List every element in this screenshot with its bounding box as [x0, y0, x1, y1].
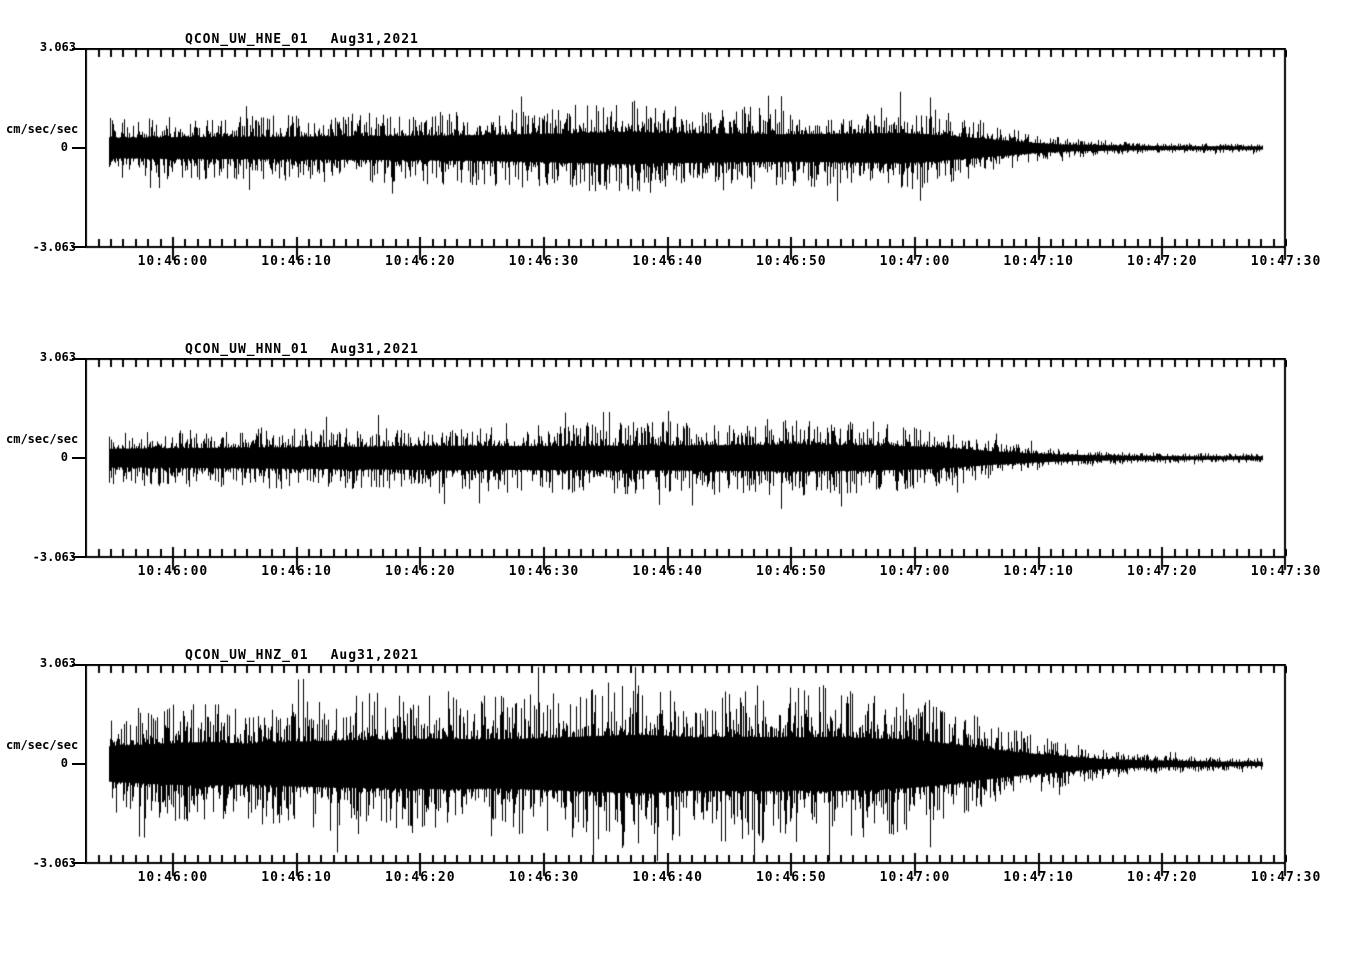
- seismogram-panel-hnz: QCON_UW_HNZ_01 Aug31,2021 3.063 cm/sec/se…: [0, 648, 1358, 964]
- y-tick-mark: [72, 862, 86, 864]
- waveform-plot-area: [85, 358, 1287, 574]
- x-axis-labels: 10:46:00 10:46:10 10:46:20 10:46:30 10:46:40…: [0, 564, 1358, 580]
- x-tick-label: 10:46:50: [755, 564, 827, 579]
- x-tick-label: 10:47:20: [1127, 254, 1198, 269]
- x-axis-labels: 10:46:00 10:46:10 10:46:20 10:46:30 10:46:40…: [0, 870, 1358, 886]
- date-label: Aug31,2021: [330, 648, 419, 663]
- x-tick-label: 10:47:00: [879, 564, 951, 579]
- x-axis-labels: 10:46:00 10:46:10 10:46:20 10:46:30 10:46:40…: [0, 254, 1358, 270]
- y-tick-mark: [72, 763, 86, 765]
- y-axis-min-label: -3.063: [32, 550, 76, 564]
- x-tick-label: 10:46:50: [755, 254, 827, 269]
- y-axis-min-label: -3.063: [32, 240, 76, 254]
- y-axis-zero-label: 0: [60, 756, 68, 770]
- y-tick-mark: [72, 664, 86, 666]
- y-tick-mark: [72, 358, 86, 360]
- x-tick-label: 10:47:00: [879, 254, 951, 269]
- x-tick-label: 10:46:50: [755, 870, 827, 885]
- y-tick-mark: [72, 457, 86, 459]
- y-tick-mark: [72, 246, 86, 248]
- x-tick-label: 10:46:20: [384, 254, 456, 269]
- panel-title: QCON_UW_HNZ_01 Aug31,2021: [185, 648, 419, 663]
- y-axis-zero-label: 0: [60, 140, 68, 154]
- y-axis-max-label: 3.063: [39, 656, 76, 670]
- y-axis-zero-label: 0: [60, 450, 68, 464]
- x-tick-label: 10:46:40: [632, 870, 703, 885]
- x-tick-label: 10:47:00: [879, 870, 951, 885]
- seismogram-panel-hne: QCON_UW_HNE_01 Aug31,2021 3.063 cm/sec/se…: [0, 32, 1358, 348]
- y-axis-units-label: cm/sec/sec: [6, 122, 79, 136]
- x-tick-label: 10:47:30: [1250, 564, 1322, 579]
- station-label: QCON_UW_HNN_01: [185, 342, 309, 357]
- y-tick-mark: [72, 48, 86, 50]
- x-tick-label: 10:46:40: [632, 564, 703, 579]
- y-axis-max-label: 3.063: [39, 40, 76, 54]
- x-tick-label: 10:46:00: [137, 870, 209, 885]
- x-tick-label: 10:46:10: [261, 254, 332, 269]
- waveform-plot-area: [85, 664, 1287, 880]
- y-axis-min-label: -3.063: [32, 856, 76, 870]
- date-label: Aug31,2021: [330, 342, 419, 357]
- x-tick-label: 10:46:40: [632, 254, 703, 269]
- seismogram-page: { "page": { "background_color": "#ffffff…: [0, 32, 1358, 885]
- station-label: QCON_UW_HNZ_01: [185, 648, 309, 663]
- x-tick-label: 10:46:10: [261, 870, 332, 885]
- x-tick-label: 10:47:20: [1127, 870, 1198, 885]
- waveform-plot-area: [85, 48, 1287, 264]
- y-axis-max-label: 3.063: [39, 350, 76, 364]
- x-tick-label: 10:47:30: [1250, 870, 1322, 885]
- date-label: Aug31,2021: [330, 32, 419, 47]
- y-tick-mark: [72, 556, 86, 558]
- x-tick-label: 10:46:00: [137, 254, 209, 269]
- seismogram-panel-hnn: QCON_UW_HNN_01 Aug31,2021 3.063 cm/sec/se…: [0, 342, 1358, 658]
- x-tick-label: 10:46:30: [508, 254, 580, 269]
- station-label: QCON_UW_HNE_01: [185, 32, 309, 47]
- x-tick-label: 10:46:20: [384, 870, 456, 885]
- x-tick-label: 10:47:30: [1250, 254, 1322, 269]
- panel-title: QCON_UW_HNE_01 Aug31,2021: [185, 32, 419, 47]
- x-tick-label: 10:47:10: [1003, 254, 1074, 269]
- x-tick-label: 10:46:30: [508, 564, 580, 579]
- y-axis-units-label: cm/sec/sec: [6, 738, 79, 752]
- x-tick-label: 10:46:00: [137, 564, 209, 579]
- x-tick-label: 10:46:30: [508, 870, 580, 885]
- x-tick-label: 10:46:20: [384, 564, 456, 579]
- panel-title: QCON_UW_HNN_01 Aug31,2021: [185, 342, 419, 357]
- x-tick-label: 10:47:20: [1127, 564, 1198, 579]
- y-tick-mark: [72, 147, 86, 149]
- x-tick-label: 10:47:10: [1003, 564, 1074, 579]
- x-tick-label: 10:46:10: [261, 564, 332, 579]
- y-axis-units-label: cm/sec/sec: [6, 432, 79, 446]
- x-tick-label: 10:47:10: [1003, 870, 1074, 885]
